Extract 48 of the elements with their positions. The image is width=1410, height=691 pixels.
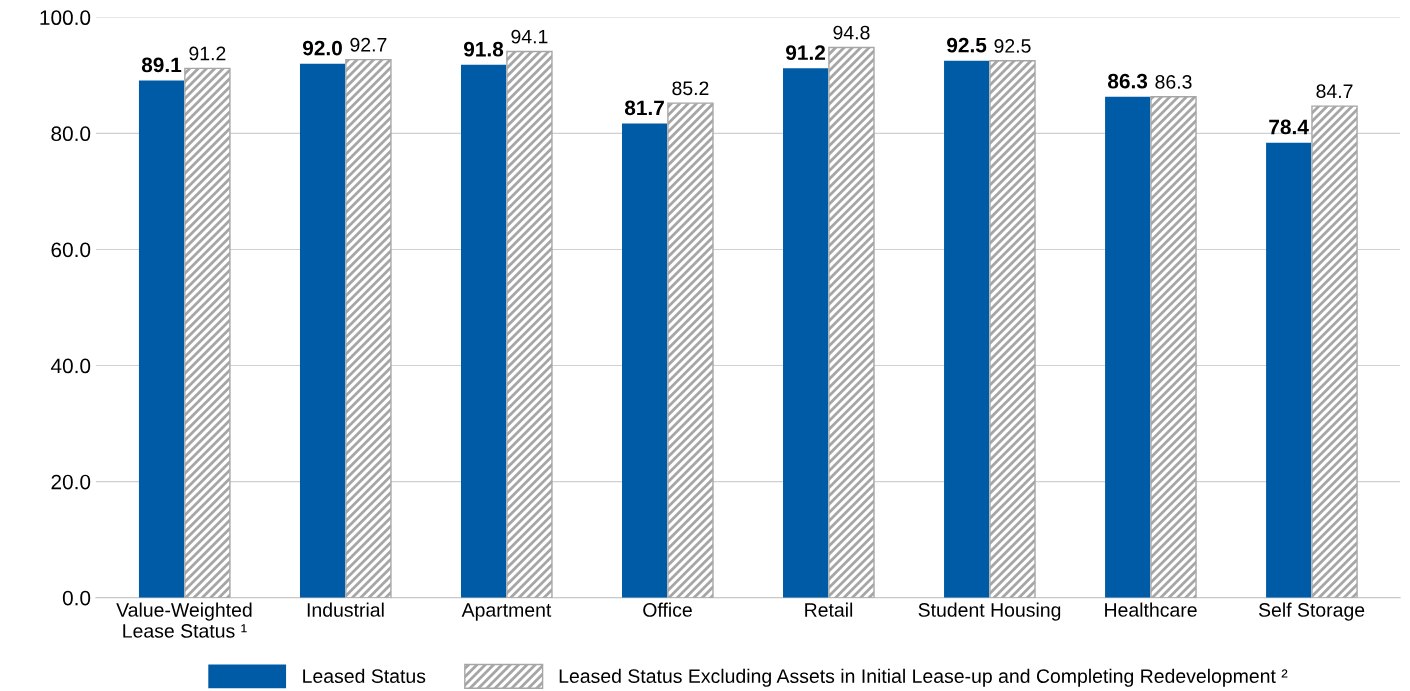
y-tick-label: 60.0 [51,242,91,258]
x-tick-label: Industrial [307,602,384,617]
bar [1311,105,1358,598]
x-tick-label: Apartment [461,603,552,621]
data-label: 89.1 [141,57,182,73]
data-label: 92.0 [302,40,342,56]
data-label: 86.3 [1155,75,1192,89]
data-label: 91.8 [463,41,504,57]
x-tick-label: Value-Weighted Lease Status ¹ [116,602,252,638]
data-label: 85.2 [672,81,709,96]
y-tick-label: 80.0 [51,126,91,142]
x-tick-label: Office [643,602,692,617]
x-tick-label: Self Storage [1258,602,1365,621]
data-label: 84.7 [1316,84,1353,99]
x-tick-label: Student Housing [918,602,1061,621]
data-label: 86.3 [1108,73,1148,89]
bar [622,123,668,598]
bar [783,68,829,598]
data-label: 78.4 [1269,119,1309,135]
data-label: 92.5 [994,39,1031,53]
bar [138,80,185,598]
data-label: 92.5 [947,37,987,53]
bar [667,102,714,598]
bar [944,60,990,598]
bar [1266,142,1312,598]
data-label: 94.1 [511,29,548,44]
bar [989,60,1036,598]
bar [1150,96,1197,598]
bar [1105,96,1151,598]
y-tick-label: 20.0 [51,474,91,490]
y-tick-label: 40.0 [50,358,91,374]
x-tick-label: Retail [805,602,853,617]
bar [506,50,553,598]
data-label: 91.2 [189,46,226,61]
data-label: 91.2 [786,45,826,61]
y-tick-label: 100.0 [40,10,91,26]
legend-label: Leased Status Excluding Assets in Initial Lease-up and Completing Redevelopment ² [559,668,1288,687]
bar [345,58,392,598]
data-label: 92.7 [350,37,387,52]
bar [184,67,231,598]
data-label: 94.8 [833,25,870,40]
y-tick-label: 0.0 [62,590,91,606]
bar [460,64,507,598]
legend-label: Leased Status [303,668,426,684]
data-label: 81.7 [624,100,664,116]
bar [299,63,346,598]
x-tick-label: Healthcare [1105,602,1197,617]
bar [828,46,875,598]
